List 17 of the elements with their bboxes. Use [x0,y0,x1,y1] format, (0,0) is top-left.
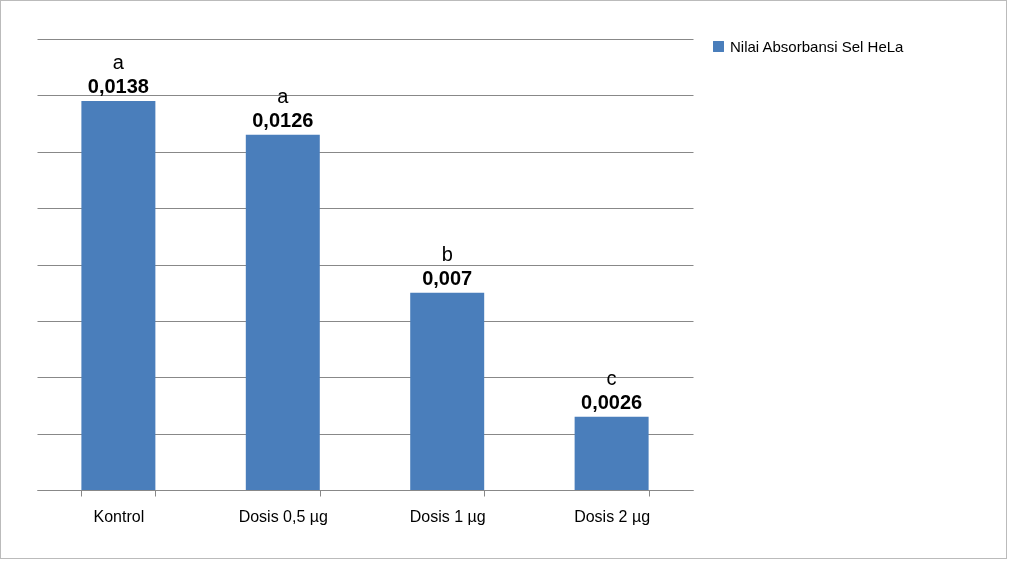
x-tick-label: Kontrol [93,507,145,525]
bar [81,101,156,490]
legend-label: Nilai Absorbansi Sel HeLa [730,37,905,55]
data-label: 0,0126 [252,108,314,131]
annotation: a [277,84,290,107]
annotation: c [606,366,617,389]
bar [574,416,649,490]
data-label: 0,0138 [87,75,149,98]
bar [245,134,320,490]
data-label: 0,0026 [581,390,643,413]
x-tick-label: Dosis 0,5 µg [238,507,328,525]
annotation: b [441,242,453,265]
annotation: a [112,51,125,74]
x-tick-label: Dosis 2 µg [574,507,651,525]
x-tick-label: Dosis 1 µg [409,507,486,525]
bar [410,292,485,490]
data-label: 0,007 [422,266,473,289]
